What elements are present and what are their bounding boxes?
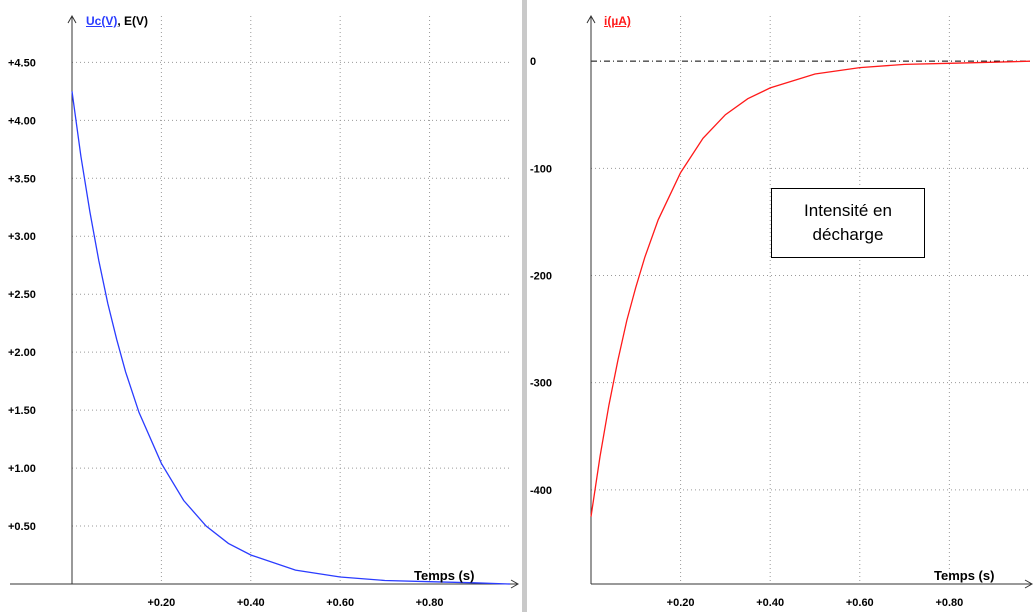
y-tick-label: +4.00 (8, 115, 36, 127)
x-tick-label: +0.60 (326, 597, 354, 609)
y-tick-label: +3.50 (8, 173, 36, 185)
x-tick-label: +0.20 (147, 597, 175, 609)
chart-panel-voltage: +0.50 +1.00 +1.50 +2.00 +2.50 +3.00 +3.50 +4.00… (0, 0, 522, 612)
current-chart: 0 -100 -200 -300 -400 +0.20 +0.40 +0.60 +0.80 (530, 14, 1034, 609)
legend-e: E(V) (124, 14, 149, 28)
y-axis-arrow (586, 14, 596, 24)
x-tick-label: +0.40 (756, 597, 784, 609)
y-tick-label: +1.50 (8, 405, 36, 417)
y-tick-label: +4.50 (8, 57, 36, 69)
x-axis-label: Temps (s) (934, 568, 995, 583)
voltage-legend: Uc(V), E(V) (86, 14, 148, 28)
y-tick-label: +2.50 (8, 289, 36, 301)
legend-uc[interactable]: Uc(V) (86, 14, 118, 28)
series-line (71, 91, 511, 585)
y-axis-arrow (67, 14, 77, 24)
chart-panel-current: 0 -100 -200 -300 -400 +0.20 +0.40 +0.60 +0.80 i(… (527, 0, 1034, 612)
legend-i[interactable]: i(µA) (604, 14, 631, 28)
legend-separator: , (117, 14, 121, 28)
y-tick-label: +3.00 (8, 231, 36, 243)
x-axis-arrow (510, 579, 520, 589)
x-tick-label: +0.80 (935, 597, 963, 609)
y-tick-label: -400 (530, 485, 552, 497)
y-tick-label: +2.00 (8, 347, 36, 359)
y-tick-label: 0 (530, 56, 536, 68)
x-tick-label: +0.40 (237, 597, 265, 609)
y-tick-label: +1.00 (8, 463, 36, 475)
y-tick-label: -200 (530, 270, 552, 282)
y-tick-label: -300 (530, 378, 552, 390)
x-tick-label: +0.60 (846, 597, 874, 609)
current-legend: i(µA) (604, 14, 631, 28)
x-axis-label: Temps (s) (414, 568, 475, 583)
voltage-chart: +0.50 +1.00 +1.50 +2.00 +2.50 +3.00 +3.50 +4.00… (8, 14, 520, 609)
x-tick-label: +0.20 (667, 597, 695, 609)
y-tick-label: -100 (530, 163, 552, 175)
y-tick-label: +0.50 (8, 521, 36, 533)
x-axis-arrow (1024, 579, 1034, 589)
series-line (590, 60, 1031, 517)
annotation-box: Intensité en décharge (771, 188, 925, 258)
x-tick-label: +0.80 (416, 597, 444, 609)
